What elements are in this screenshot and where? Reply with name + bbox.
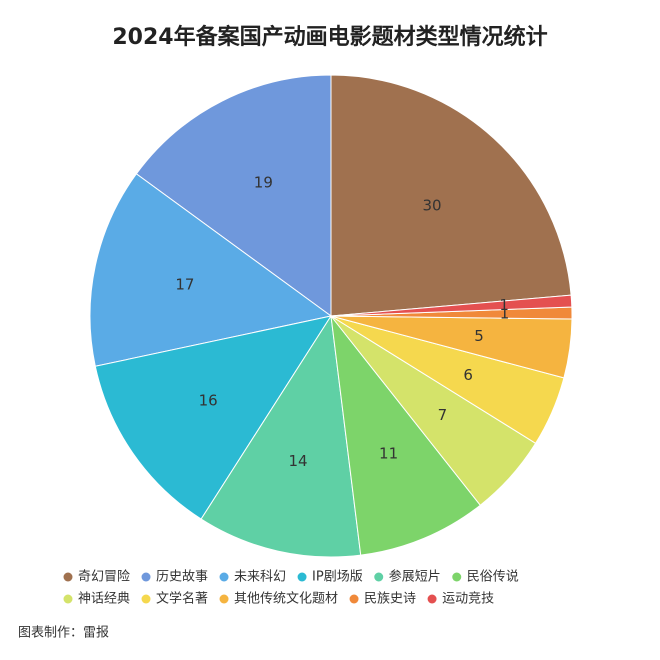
legend-label: 奇幻冒险: [78, 569, 130, 585]
pie-slice: [330, 294, 573, 317]
legend-label: IP剧场版: [312, 570, 363, 585]
legend-swatch: [63, 594, 73, 604]
legend-label: 民俗传说: [467, 570, 519, 585]
legend-label: 文学名著: [156, 591, 208, 607]
legend-swatch: [297, 572, 307, 582]
source-note: 图表制作：雷报: [18, 626, 109, 641]
data-label: 30: [422, 196, 441, 214]
legend-swatch: [374, 572, 384, 582]
pie-slice: [200, 314, 362, 558]
legend-swatch: [141, 594, 151, 604]
data-label: 6: [463, 366, 473, 384]
legend-swatch: [349, 594, 359, 604]
pie-slice: [89, 173, 333, 367]
chart-title: 2024年备案国产动画电影题材类型情况统计: [112, 24, 547, 50]
data-label: 17: [175, 275, 194, 293]
pie-slice: [330, 314, 481, 556]
legend-swatch: [63, 572, 73, 582]
legend-label: 其他传统文化题材: [234, 592, 338, 607]
legend-label: 运动竞技: [442, 591, 494, 607]
data-label: 1: [499, 296, 509, 314]
data-label: 7: [438, 406, 448, 424]
data-label: 1: [500, 304, 510, 322]
data-label: 5: [474, 327, 484, 345]
legend-label: 神话经典: [78, 592, 130, 607]
legend-swatch: [427, 594, 437, 604]
legend-swatch: [141, 572, 151, 582]
pie-slice: [94, 315, 333, 520]
legend-label: 参展短片: [389, 569, 441, 585]
legend-swatch: [452, 572, 462, 582]
pie-slice: [135, 74, 332, 317]
legend-label: 民族史诗: [364, 591, 416, 607]
data-label: 11: [379, 444, 398, 462]
pie-slice: [330, 74, 572, 317]
data-label: 14: [288, 452, 307, 470]
legend-swatch: [219, 594, 229, 604]
data-label: 16: [199, 392, 218, 410]
legend-swatch: [219, 572, 229, 582]
legend-label: 历史故事: [156, 570, 208, 585]
legend-label: 未来科幻: [234, 570, 286, 585]
data-label: 19: [254, 173, 273, 191]
